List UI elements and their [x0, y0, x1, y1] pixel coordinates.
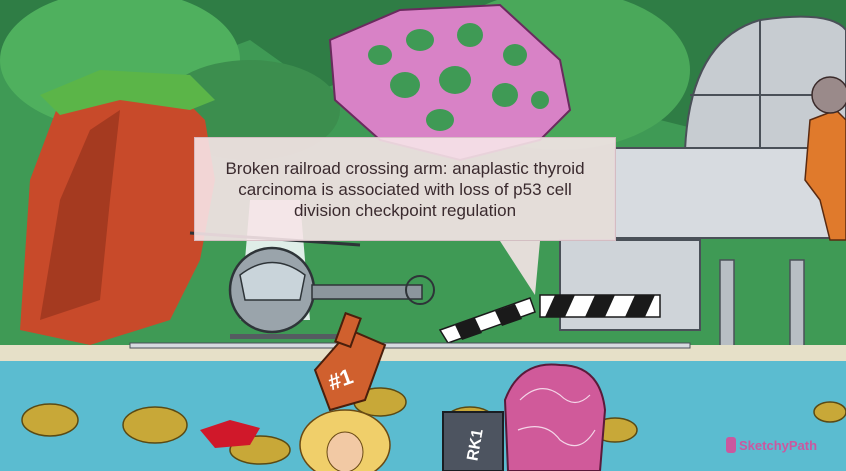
helicopter-window: [239, 261, 306, 301]
red-splash: [200, 420, 260, 448]
dock-rail: [129, 342, 691, 349]
face: [326, 431, 364, 471]
crossing-arm: [438, 294, 661, 344]
water: [0, 355, 846, 471]
watermark-logo-icon: [726, 437, 736, 453]
svg-text:RK1: RK1: [464, 428, 486, 463]
net-holes: [368, 23, 549, 131]
watermark-text: SketchyPath: [739, 437, 818, 453]
caption-pointer: [500, 241, 540, 295]
watermark: SketchyPath: [726, 437, 817, 453]
caption-box: Broken railroad crossing arm: anaplastic…: [194, 137, 616, 241]
figure-head: [811, 76, 846, 114]
caption-text: Broken railroad crossing arm: anaplastic…: [225, 158, 585, 220]
tail-rotor: [405, 275, 435, 305]
rk-tank: [442, 411, 504, 471]
grass-overhang: [40, 70, 215, 115]
shoreline: [0, 345, 846, 361]
brain-sign: [503, 363, 607, 471]
helicopter-skid: [230, 334, 340, 339]
helicopter-tail: [311, 284, 423, 300]
cliff-shadow: [40, 110, 120, 320]
foam-finger: #1: [313, 311, 387, 412]
